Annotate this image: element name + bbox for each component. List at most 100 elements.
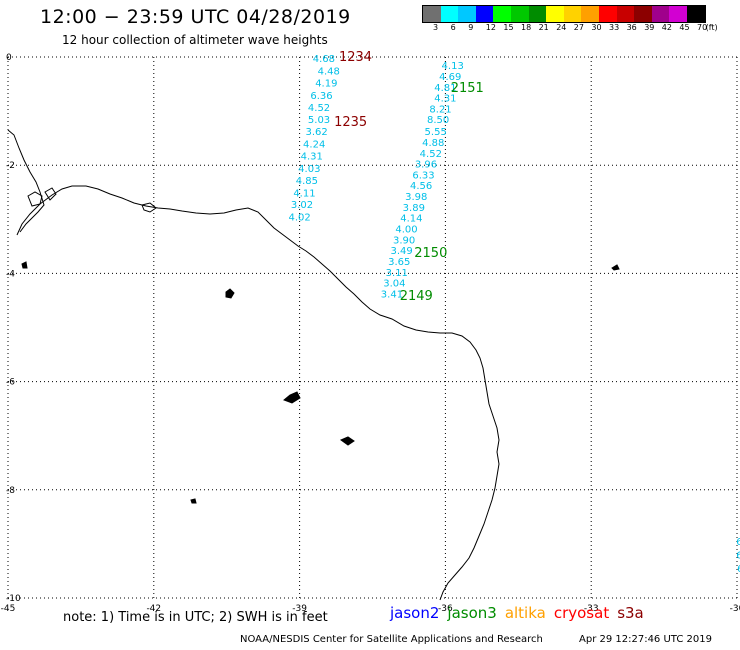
map-subtitle: 12 hour collection of altimeter wave hei…	[62, 33, 328, 47]
wave-height-value: 4.81	[434, 83, 456, 94]
coastline	[7, 129, 620, 601]
legend-label: 36	[626, 23, 637, 32]
wave-height-value: 3.89	[403, 203, 425, 214]
small-islet-south	[190, 498, 197, 504]
legend-swatch	[581, 6, 599, 22]
generation-timestamp: Apr 29 12:27:46 UTC 2019	[579, 634, 712, 645]
pass-time-label: 2150	[414, 246, 447, 261]
wave-height-value: 4.02	[288, 213, 310, 224]
small-islet-east	[611, 264, 620, 271]
wave-height-value: 6	[736, 551, 740, 562]
wave-height-value: 6.33	[412, 170, 434, 181]
wave-height-value: 5.03	[308, 115, 330, 126]
wave-height-value: 4.03	[298, 164, 320, 175]
legend-swatch	[475, 6, 494, 22]
wave-height-value: 4.31	[434, 94, 456, 105]
wave-height-value: 4.11	[293, 188, 315, 199]
small-islet-west	[21, 261, 28, 269]
mission-label-cryosat: cryosat	[553, 604, 610, 622]
pass-time-label: 2151	[451, 81, 484, 96]
lat-lon-grid	[7, 56, 738, 599]
wave-height-value: 3.62	[305, 127, 327, 138]
wave-height-value: 4.48	[318, 67, 340, 78]
wave-height-value: 3.90	[393, 235, 415, 246]
wave-height-value: 3.98	[405, 192, 427, 203]
map-title: 12:00 − 23:59 UTC 04/28/2019	[40, 6, 351, 28]
footer-note: note: 1) Time is in UTC; 2) SWH is in fe…	[63, 610, 328, 625]
legend-swatch	[563, 6, 582, 22]
legend-label: 33	[609, 23, 620, 32]
wave-height-value: 8.50	[427, 115, 449, 126]
wave-height-value: 3.41	[381, 289, 403, 300]
legend-label: 70	[697, 23, 708, 32]
wave-height-value: 4.88	[422, 138, 444, 149]
wave-height-value: 4.13	[442, 61, 464, 72]
fernando-de-noronha	[283, 391, 301, 404]
credit-line: NOAA/NESDIS Center for Satellite Applica…	[240, 634, 543, 645]
legend-swatch	[669, 6, 687, 22]
pass-time-labels: 1234 1235 2151 2150 2149	[334, 50, 484, 304]
legend-swatch	[634, 6, 652, 22]
wave-height-value: 3.65	[388, 257, 410, 268]
wave-height-value: 8.21	[429, 104, 451, 115]
legend-swatch	[598, 6, 617, 22]
wave-height-value: 3.49	[391, 246, 413, 257]
wave-height-color-legend	[422, 5, 706, 23]
northern-coastline-fragment	[7, 129, 45, 233]
legend-swatch	[423, 6, 441, 22]
wave-height-value: 6	[736, 537, 740, 548]
wave-height-value: 3.02	[291, 200, 313, 211]
estuary-islands	[27, 187, 157, 213]
legend-swatch	[686, 6, 705, 22]
wave-height-value: 4.19	[315, 78, 337, 89]
lat-tick-label: -8	[6, 486, 15, 496]
altimeter-track-a: 4.68 4.484.19 6.364.525.033.62 4.244.31 4.03…	[288, 54, 339, 224]
legend-swatch	[651, 6, 670, 22]
wave-height-value: 3.96	[415, 160, 437, 171]
island-near-minus8	[339, 436, 355, 446]
atol-das-rocas	[225, 288, 235, 299]
altimeter-track-b: 4.134.694.814.318.218.505.554.884.523.96…	[381, 61, 464, 300]
wave-height-value: 6.36	[310, 91, 332, 102]
wave-height-value: 4.14	[400, 214, 422, 225]
legend-label: 6	[450, 23, 456, 32]
wave-height-value: 6.	[737, 564, 740, 575]
wave-height-value: 4.24	[303, 140, 325, 151]
legend-label: 39	[644, 23, 655, 32]
legend-label: 12	[485, 23, 496, 32]
wave-height-value: 3.11	[386, 268, 408, 279]
pass-time-label: 2149	[400, 289, 433, 304]
legend-swatch	[546, 6, 564, 22]
legend-swatch	[528, 6, 547, 22]
wave-height-value: 5.55	[425, 127, 447, 138]
legend-label: 21	[538, 23, 549, 32]
lon-tick-label: -33	[584, 604, 599, 614]
legend-unit: (ft)	[705, 23, 718, 32]
wave-height-value: 4.00	[395, 224, 417, 235]
legend-swatch	[493, 6, 511, 22]
legend-label: 24	[556, 23, 567, 32]
mission-label-s3a: s3a	[617, 604, 644, 622]
mission-label-jason2: jason2	[390, 604, 440, 622]
wave-height-value: 4.52	[420, 149, 442, 160]
wave-height-value: 4.85	[296, 176, 318, 187]
legend-label: 9	[468, 23, 474, 32]
lon-tick-label: -45	[1, 604, 16, 614]
legend-swatch	[458, 6, 476, 22]
legend-label: 18	[521, 23, 532, 32]
lat-tick-label: -2	[6, 161, 15, 171]
lat-tick-label: -10	[6, 594, 21, 604]
wave-height-value: 4.69	[439, 72, 461, 83]
lon-tick-label: -30	[730, 604, 740, 614]
lat-tick-label: -4	[6, 269, 15, 279]
mission-label-altika: altika	[504, 604, 546, 622]
wave-height-value: 3.04	[383, 279, 405, 290]
legend-swatch	[616, 6, 635, 22]
lon-tick-label: -42	[146, 604, 161, 614]
brazil-coastline	[16, 185, 500, 601]
lat-tick-label: 0	[6, 53, 12, 63]
legend-label: 15	[503, 23, 514, 32]
lat-tick-label: -6	[6, 378, 15, 388]
wave-height-value: 4.68	[313, 54, 335, 65]
